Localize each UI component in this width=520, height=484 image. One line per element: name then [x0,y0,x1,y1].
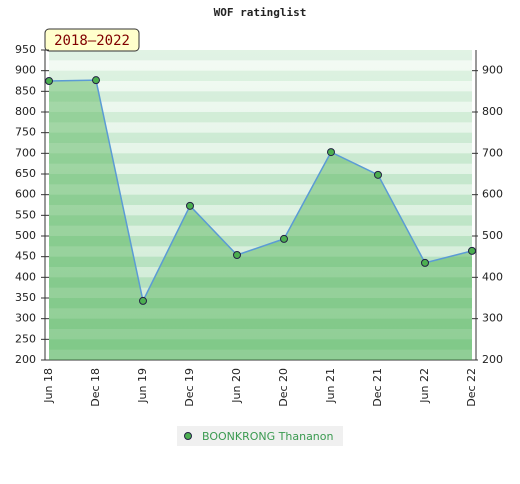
y-tick-label: 500 [15,229,36,242]
stripe [49,174,472,185]
y-tick-label: 300 [15,312,36,325]
legend-marker [184,432,192,440]
annotation-box [44,28,140,52]
marker [233,251,241,260]
x-tick-label: Dec 19 [183,368,196,407]
x-tick-label: Jun 20 [230,368,243,404]
stripe [49,298,472,309]
stripe [49,256,472,267]
chart-title: WOF ratinglist [214,6,307,19]
x-tick-label: Jun 19 [136,368,149,404]
y-tick-label: 900 [15,64,36,77]
stripe [49,132,472,143]
y-tick-label: 600 [15,188,36,201]
y-tick-label: 800 [15,105,36,118]
y-tick-label: 650 [15,167,36,180]
y2-tick-label: 400 [482,270,503,283]
x-tick-label: Jun 22 [418,368,431,404]
y-tick-label: 350 [15,291,36,304]
y2-tick-label: 700 [482,146,503,159]
marker [186,201,194,210]
annotation: 2018–2022 [54,33,130,49]
y2-tick-label: 300 [482,312,503,325]
y2-tick-label: 200 [482,353,503,366]
stripe [49,91,472,102]
stripe [49,153,472,164]
stripe [49,50,472,61]
y2-tick-label: 900 [482,64,503,77]
y-tick-label: 750 [15,126,36,139]
y-tick-label: 950 [15,43,36,56]
stripe [49,215,472,226]
stripe [49,318,472,329]
marker [45,77,53,85]
stripe [49,339,472,350]
y2-tick-label: 600 [482,188,503,201]
y2-tick-label: 500 [482,229,503,242]
line [48,79,473,304]
y-tick-label: 200 [15,353,36,366]
y-tick-label: 400 [15,270,36,283]
stripe [49,277,472,288]
y2-tick-label: 800 [482,105,503,118]
legend-label: BOONKRONG Thananon [202,430,334,443]
plot-area [49,50,472,360]
x-tick-label: Dec 18 [89,368,102,407]
stripe [49,112,472,123]
y-tick-label: 550 [15,208,36,221]
marker [139,296,147,305]
stripe [49,236,472,247]
stripe [49,194,472,205]
stripe [49,70,472,81]
y-tick-label: 450 [15,250,36,263]
marker [327,148,335,157]
x-tick-label: Jun 18 [42,368,55,404]
marker [468,246,476,255]
marker [92,76,100,85]
x-tick-label: Dec 21 [371,368,384,407]
marker [421,258,429,267]
x-tick-label: Jun 21 [324,368,337,404]
area [49,80,472,360]
x-tick-label: Dec 22 [465,368,478,407]
legend [177,426,343,446]
y-tick-label: 250 [15,332,36,345]
marker [280,234,288,243]
marker [374,170,382,179]
y-tick-label: 850 [15,84,36,97]
y-tick-label: 700 [15,146,36,159]
x-tick-label: Dec 20 [277,368,290,407]
